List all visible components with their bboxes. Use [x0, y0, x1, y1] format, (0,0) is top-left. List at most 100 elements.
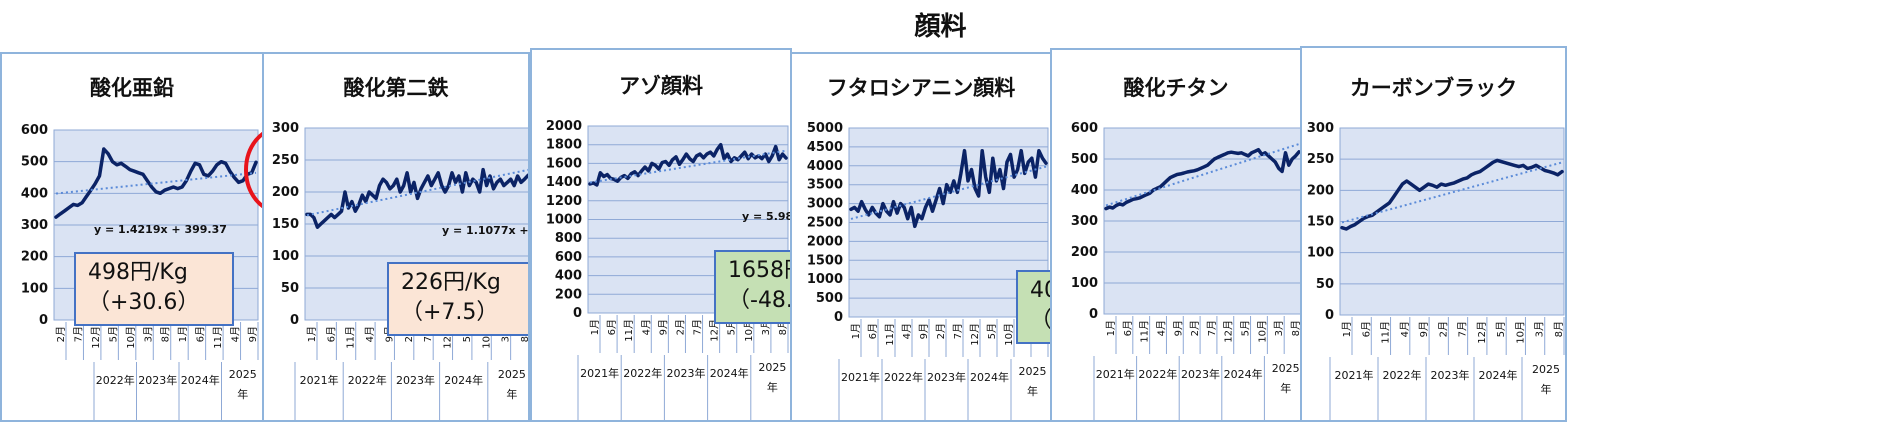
- x-month-label: 7月: [692, 319, 704, 335]
- x-month-label: 10月: [1003, 323, 1015, 346]
- chart-title: フタロシアニン顔料: [826, 76, 1016, 100]
- y-tick-label: 4500: [807, 140, 843, 155]
- trendline-equation: y = 1.1077x + 163.7: [442, 224, 530, 237]
- x-month-label: 10月: [1514, 321, 1526, 344]
- x-month-label: 3月: [1273, 320, 1285, 336]
- y-tick-label: 1000: [546, 213, 582, 228]
- x-month-label: 9月: [918, 323, 930, 339]
- x-month-label: 4月: [364, 326, 376, 342]
- x-year-label: 2023年: [396, 373, 435, 387]
- x-year-label: 2021年: [300, 373, 339, 387]
- y-tick-label: 200: [555, 287, 582, 302]
- price-box: 4070円/Kg （-319.4）: [1016, 270, 1050, 344]
- y-tick-label: 5000: [807, 121, 843, 136]
- y-tick-label: 0: [1325, 308, 1334, 323]
- x-year-label: 2025 年: [1272, 362, 1300, 395]
- y-tick-label: 200: [1071, 245, 1098, 260]
- x-month-label: 11月: [1139, 320, 1151, 343]
- x-year-label: 2021年: [580, 366, 619, 380]
- x-month-label: 6月: [195, 326, 207, 342]
- x-month-label: 7月: [1206, 320, 1218, 336]
- x-year-label: 2024年: [1224, 367, 1263, 381]
- x-month-label: 1月: [1341, 321, 1353, 337]
- price-value: 226円/Kg: [401, 270, 501, 295]
- trendline-equation: y = 1.4219x + 399.37: [94, 223, 227, 236]
- x-year-label: 2023年: [138, 373, 177, 387]
- x-month-label: 9月: [247, 326, 259, 342]
- x-month-label: 10月: [743, 319, 755, 342]
- x-month-label: 12月: [709, 319, 721, 342]
- y-tick-label: 800: [555, 231, 582, 246]
- x-month-label: 1月: [850, 323, 862, 339]
- x-month-label: 4月: [1399, 321, 1411, 337]
- trendline: [850, 165, 1047, 220]
- x-year-label: 2022年: [1138, 367, 1177, 381]
- chart-svg: 0501001502002503001月6月11月4月9月2月7月12月5月10…: [272, 121, 530, 420]
- main-title: 顔料: [914, 12, 967, 42]
- x-year-label: 2021年: [841, 370, 880, 384]
- price-change: （+30.6）: [88, 290, 200, 315]
- x-year-label: 2022年: [348, 373, 387, 387]
- chart-svg: 0 500 1000 1500 2000 2500 3000 3500 4000 4500 5000…: [807, 121, 1049, 420]
- x-year-label: 2025 年: [758, 361, 786, 394]
- x-month-label: 9月: [657, 319, 669, 335]
- y-tick-label: 150: [272, 217, 299, 232]
- x-month-label: 6月: [1360, 321, 1372, 337]
- chart-title: カーボンブラック: [1349, 76, 1518, 100]
- series-line: [54, 147, 258, 219]
- chart-panel: アゾ顔料 0 200 400 600 800 1000 1200 1400 1600 1800 200…: [530, 48, 792, 422]
- trendline-equation: y = 5.98x + 1395.2: [742, 210, 792, 223]
- y-tick-label: 300: [1307, 121, 1334, 136]
- price-value: 1658円/Kg: [728, 258, 790, 283]
- y-tick-label: 50: [281, 281, 299, 296]
- trendline: [1105, 143, 1300, 207]
- x-month-label: 12月: [1223, 320, 1235, 343]
- x-month-label: 4月: [901, 323, 913, 339]
- y-tick-label: 1000: [807, 272, 843, 287]
- x-month-label: 12月: [90, 326, 102, 349]
- y-tick-label: 100: [1071, 276, 1098, 291]
- x-month-label: 7月: [1457, 321, 1469, 337]
- x-year-label: 2021年: [1096, 367, 1135, 381]
- y-tick-label: 100: [1307, 246, 1334, 261]
- y-tick-label: 100: [21, 281, 48, 296]
- y-tick-label: 0: [39, 313, 48, 328]
- x-month-label: 6月: [867, 323, 879, 339]
- x-month-label: 2月: [55, 326, 67, 342]
- x-year-label: 2024年: [444, 373, 483, 387]
- y-tick-label: 1800: [546, 138, 582, 153]
- x-month-label: 4月: [1155, 320, 1167, 336]
- x-year-label: 2021年: [1335, 368, 1374, 382]
- y-tick-label: 4000: [807, 159, 843, 174]
- trendline: [1341, 161, 1563, 224]
- chart-panel: 酸化第二鉄0501001502002503001月6月11月4月9月2月7月12…: [262, 52, 530, 422]
- x-year-label: 2025 年: [498, 368, 526, 401]
- x-month-label: 1月: [589, 319, 601, 335]
- y-tick-label: 300: [272, 121, 299, 136]
- y-tick-label: 3500: [807, 178, 843, 193]
- x-month-label: 3月: [1534, 321, 1546, 337]
- chart-svg: 0 100 200 300 400 500 600 1月 6月 11月 4月 9月 2月 7月 12月 5月 1…: [1071, 121, 1300, 420]
- y-tick-label: 2000: [807, 234, 843, 249]
- y-tick-label: 600: [21, 123, 48, 138]
- x-month-label: 10月: [125, 326, 137, 349]
- x-year-label: 2024年: [710, 366, 749, 380]
- x-year-label: 2022年: [884, 370, 923, 384]
- x-year-label: 2024年: [181, 373, 220, 387]
- x-year-label: 2023年: [927, 370, 966, 384]
- y-tick-label: 200: [1307, 183, 1334, 198]
- x-year-label: 2022年: [623, 366, 662, 380]
- y-tick-label: 0: [573, 306, 582, 321]
- chart-panel: 酸化亜鉛 0 100 200 300 400 500 600 2月 7月 12月 5月 10月 3月 8月 1…: [0, 52, 264, 422]
- x-month-label: 3月: [142, 326, 154, 342]
- y-tick-label: 1400: [546, 175, 582, 190]
- x-month-label: 2月: [935, 323, 947, 339]
- y-tick-label: 400: [555, 269, 582, 284]
- y-tick-label: 2000: [546, 119, 582, 134]
- price-value: 498円/Kg: [88, 260, 188, 285]
- chart-svg: 0 100 200 300 400 500 600 2月 7月 12月 5月 10月 3月 8月 1月 6月 1…: [21, 123, 262, 420]
- x-month-label: 12月: [969, 323, 981, 346]
- y-tick-label: 500: [816, 291, 843, 306]
- series-line: [305, 167, 528, 229]
